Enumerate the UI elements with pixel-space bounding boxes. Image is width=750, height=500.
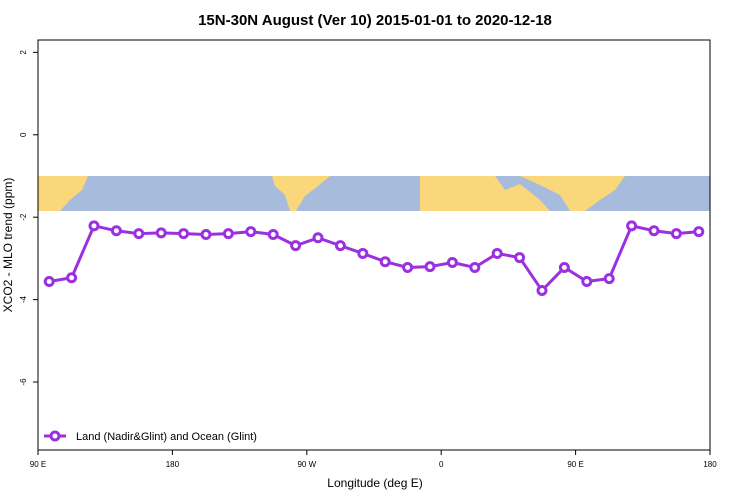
legend-label: Land (Nadir&Glint) and Ocean (Glint) xyxy=(76,431,257,443)
y-axis-label: XCO2 - MLO trend (ppm) xyxy=(1,178,15,313)
point xyxy=(133,228,145,240)
y-tick-label: -6 xyxy=(19,378,28,386)
point xyxy=(178,228,190,240)
point xyxy=(491,247,503,259)
y-tick-label: -2 xyxy=(19,213,28,221)
point xyxy=(469,261,481,273)
x-tick-label: 90 E xyxy=(567,460,583,469)
point xyxy=(670,228,682,240)
point xyxy=(357,247,369,259)
y-tick-label: 0 xyxy=(19,132,28,137)
plot-frame xyxy=(37,39,711,451)
point xyxy=(43,275,55,287)
point xyxy=(200,228,212,240)
point xyxy=(424,261,436,273)
x-tick-label: 90 W xyxy=(297,460,316,469)
y-tick-label: 2 xyxy=(19,50,28,55)
map-strip xyxy=(38,176,710,211)
x-tick-label: 90 E xyxy=(30,460,46,469)
x-tick-label: 0 xyxy=(439,460,444,469)
chart-title: 15N-30N August (Ver 10) 2015-01-01 to 20… xyxy=(198,12,552,29)
point xyxy=(290,240,302,252)
point xyxy=(312,232,324,244)
point xyxy=(603,273,615,285)
point xyxy=(88,220,100,232)
point xyxy=(693,226,705,238)
x-tick-label: 180 xyxy=(166,460,180,469)
point xyxy=(514,252,526,264)
point xyxy=(245,226,257,238)
point xyxy=(581,275,593,287)
point xyxy=(379,256,391,268)
point xyxy=(155,227,167,239)
point xyxy=(402,261,414,273)
x-tick-label: 180 xyxy=(703,460,717,469)
y-tick-label: -4 xyxy=(19,295,28,303)
series-line xyxy=(48,224,699,293)
point xyxy=(222,228,234,240)
point xyxy=(334,240,346,252)
point xyxy=(626,220,638,232)
point xyxy=(110,225,122,237)
point xyxy=(267,228,279,240)
point xyxy=(536,285,548,297)
point xyxy=(648,225,660,237)
point xyxy=(446,257,458,269)
x-axis-label: Longitude (deg E) xyxy=(327,476,422,490)
legend-marker xyxy=(49,430,61,442)
point xyxy=(66,272,78,284)
point xyxy=(558,261,570,273)
